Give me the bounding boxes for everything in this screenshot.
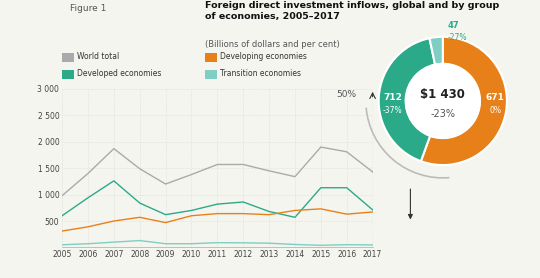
Text: Transition economies: Transition economies bbox=[220, 69, 301, 78]
Text: World total: World total bbox=[77, 53, 119, 61]
Text: -37%: -37% bbox=[383, 106, 403, 115]
Text: 0%: 0% bbox=[489, 106, 501, 115]
Text: -27%: -27% bbox=[448, 33, 468, 42]
Wedge shape bbox=[421, 37, 507, 165]
Wedge shape bbox=[429, 37, 443, 64]
Wedge shape bbox=[379, 38, 435, 161]
Text: Foreign direct investment inflows, global and by group
of economies, 2005–2017: Foreign direct investment inflows, globa… bbox=[205, 1, 500, 21]
Text: -23%: -23% bbox=[430, 109, 455, 119]
Text: (Billions of dollars and per cent): (Billions of dollars and per cent) bbox=[205, 40, 340, 49]
Text: 712: 712 bbox=[383, 93, 402, 102]
Text: 47: 47 bbox=[448, 21, 460, 30]
Text: Developing economies: Developing economies bbox=[220, 53, 307, 61]
Text: 671: 671 bbox=[486, 93, 505, 102]
Text: Developed economies: Developed economies bbox=[77, 69, 161, 78]
Circle shape bbox=[406, 64, 480, 138]
Text: 50%: 50% bbox=[336, 90, 356, 99]
Text: $1 430: $1 430 bbox=[420, 88, 465, 101]
Text: Figure 1: Figure 1 bbox=[70, 4, 106, 13]
